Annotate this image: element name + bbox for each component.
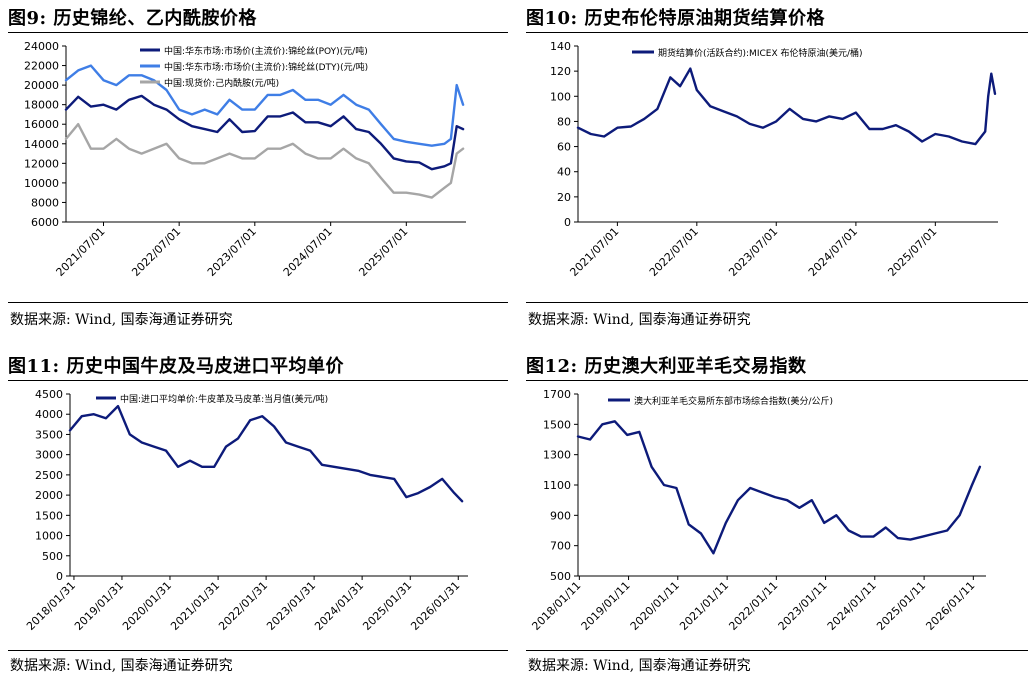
x-tick-label: 2021/01/31 bbox=[168, 579, 222, 633]
y-tick-label: 2500 bbox=[35, 469, 63, 482]
x-tick-label: 2024/01/11 bbox=[825, 579, 879, 633]
y-tick-label: 500 bbox=[42, 550, 63, 563]
x-tick-label: 2024/07/01 bbox=[806, 225, 860, 279]
y-tick-label: 20000 bbox=[24, 79, 59, 92]
y-tick-label: 80 bbox=[557, 115, 571, 128]
y-tick-label: 3500 bbox=[35, 428, 63, 441]
x-tick-label: 2023/01/31 bbox=[264, 579, 318, 633]
y-tick-label: 16000 bbox=[24, 118, 59, 131]
series-line-1 bbox=[64, 94, 465, 171]
panel-title: 图9: 历史锦纶、乙内酰胺价格 bbox=[8, 8, 257, 29]
y-tick-label: 0 bbox=[564, 216, 571, 229]
panel-nylon-price: 图9: 历史锦纶、乙内酰胺价格 6000 8000 10000 12000 14000 1… bbox=[8, 4, 508, 332]
source-note: 数据来源: Wind, 国泰海通证券研究 bbox=[528, 312, 751, 328]
x-tick-label: 2025/01/31 bbox=[360, 579, 414, 633]
y-tick-label: 14000 bbox=[24, 138, 59, 151]
y-tick-label: 18000 bbox=[24, 99, 59, 112]
x-tick-label: 2021/07/01 bbox=[54, 225, 108, 279]
source-note: 数据来源: Wind, 国泰海通证券研究 bbox=[10, 312, 233, 328]
x-tick-label: 2018/01/31 bbox=[24, 579, 78, 633]
x-tick-label: 2019/01/31 bbox=[72, 579, 126, 633]
y-tick-label: 10000 bbox=[24, 177, 59, 190]
x-tick-label: 2025/01/11 bbox=[874, 579, 928, 633]
y-tick-label: 500 bbox=[550, 570, 571, 583]
x-tick-label: 2022/07/01 bbox=[647, 225, 701, 279]
x-tick-label: 2018/01/11 bbox=[529, 579, 583, 633]
x-tick-label: 2024/07/01 bbox=[281, 225, 335, 279]
y-tick-label: 120 bbox=[550, 65, 571, 78]
y-tick-label: 60 bbox=[557, 141, 571, 154]
x-tick-label: 2022/01/31 bbox=[216, 579, 270, 633]
x-tick-label: 2023/01/11 bbox=[776, 579, 830, 633]
y-tick-label: 3000 bbox=[35, 449, 63, 462]
series-line-2 bbox=[64, 64, 465, 147]
y-tick-label: 12000 bbox=[24, 157, 59, 170]
nylon-caprolactam-line-chart: 6000 8000 10000 12000 14000 16000 18000 20000 22… bbox=[24, 40, 466, 279]
y-tick-label: 20 bbox=[557, 191, 571, 204]
legend-label: 中国:华东市场:市场价(主流价):锦纶丝(DTY)(元/吨) bbox=[164, 61, 368, 73]
y-tick-label: 22000 bbox=[24, 60, 59, 73]
y-tick-label: 40 bbox=[557, 166, 571, 179]
y-tick-label: 700 bbox=[550, 540, 571, 553]
panel-title: 图11: 历史中国牛皮及马皮进口平均单价 bbox=[8, 356, 344, 377]
y-tick-label: 4000 bbox=[35, 408, 63, 421]
series-line-1 bbox=[68, 404, 464, 503]
y-tick-label: 1500 bbox=[35, 509, 63, 522]
x-tick-label: 2024/01/31 bbox=[312, 579, 366, 633]
x-tick-label: 2022/07/01 bbox=[129, 225, 183, 279]
x-tick-label: 2026/01/11 bbox=[923, 579, 977, 633]
panel-title: 图12: 历史澳大利亚羊毛交易指数 bbox=[526, 356, 807, 377]
x-tick-label: 2020/01/11 bbox=[628, 579, 682, 633]
panel-hide-import-price: 图11: 历史中国牛皮及马皮进口平均单价 0 500 1000 1500 2000 250… bbox=[8, 352, 508, 679]
wool-index-line-chart: 500 700 900 1100 1300 1500 1700 2018/01/112019/… bbox=[529, 388, 986, 633]
legend-label: 中国:进口平均单价:牛皮革及马皮革:当月值(美元/吨) bbox=[120, 393, 328, 405]
x-tick-label: 2025/07/01 bbox=[885, 225, 939, 279]
series-line-1 bbox=[576, 420, 982, 555]
panel-wool-index: 图12: 历史澳大利亚羊毛交易指数 500 700 900 1100 1300 1500 1… bbox=[526, 352, 1028, 679]
x-tick-label: 2026/01/31 bbox=[408, 579, 462, 633]
source-note: 数据来源: Wind, 国泰海通证券研究 bbox=[528, 658, 751, 674]
x-tick-label: 2021/01/11 bbox=[677, 579, 731, 633]
x-tick-label: 2023/07/01 bbox=[726, 225, 780, 279]
x-tick-label: 2021/07/01 bbox=[567, 225, 621, 279]
legend-label: 中国:现货价:己内酰胺(元/吨) bbox=[164, 77, 279, 89]
y-tick-label: 1300 bbox=[543, 449, 571, 462]
brent-oil-line-chart: 0 20 40 60 80 100 120 140 2021/07/01 2022/07/01 20… bbox=[550, 40, 998, 279]
y-tick-label: 1100 bbox=[543, 479, 571, 492]
y-tick-label: 1700 bbox=[543, 388, 571, 401]
x-tick-label: 2022/01/11 bbox=[726, 579, 780, 633]
y-tick-label: 2000 bbox=[35, 489, 63, 502]
y-tick-label: 1000 bbox=[35, 530, 63, 543]
y-tick-label: 0 bbox=[56, 570, 63, 583]
legend-label: 澳大利亚羊毛交易所东部市场综合指数(美分/公斤) bbox=[634, 395, 833, 407]
x-tick-label: 2019/01/11 bbox=[579, 579, 633, 633]
series-line-1 bbox=[576, 67, 997, 146]
y-tick-label: 24000 bbox=[24, 40, 59, 53]
y-tick-label: 900 bbox=[550, 509, 571, 522]
panel-title: 图10: 历史布伦特原油期货结算价格 bbox=[526, 8, 825, 29]
x-tick-label: 2020/01/31 bbox=[120, 579, 174, 633]
legend-label: 中国:华东市场:市场价(主流价):锦纶丝(POY)(元/吨) bbox=[164, 45, 368, 57]
y-tick-label: 1500 bbox=[543, 418, 571, 431]
legend-label: 期货结算价(活跃合约):MICEX 布伦特原油(美元/桶) bbox=[658, 47, 863, 59]
y-tick-label: 140 bbox=[550, 40, 571, 53]
y-tick-label: 4500 bbox=[35, 388, 63, 401]
y-tick-label: 100 bbox=[550, 90, 571, 103]
series-line-3 bbox=[64, 122, 465, 199]
y-tick-label: 8000 bbox=[31, 196, 59, 209]
hide-import-line-chart: 0 500 1000 1500 2000 2500 3000 3500 4000 4500 2018… bbox=[24, 388, 468, 633]
x-tick-label: 2025/07/01 bbox=[356, 225, 410, 279]
source-note: 数据来源: Wind, 国泰海通证券研究 bbox=[10, 658, 233, 674]
x-tick-label: 2023/07/01 bbox=[205, 225, 259, 279]
y-tick-label: 6000 bbox=[31, 216, 59, 229]
panel-brent-price: 图10: 历史布伦特原油期货结算价格 0 20 40 60 80 100 120 140 202… bbox=[526, 4, 1028, 332]
